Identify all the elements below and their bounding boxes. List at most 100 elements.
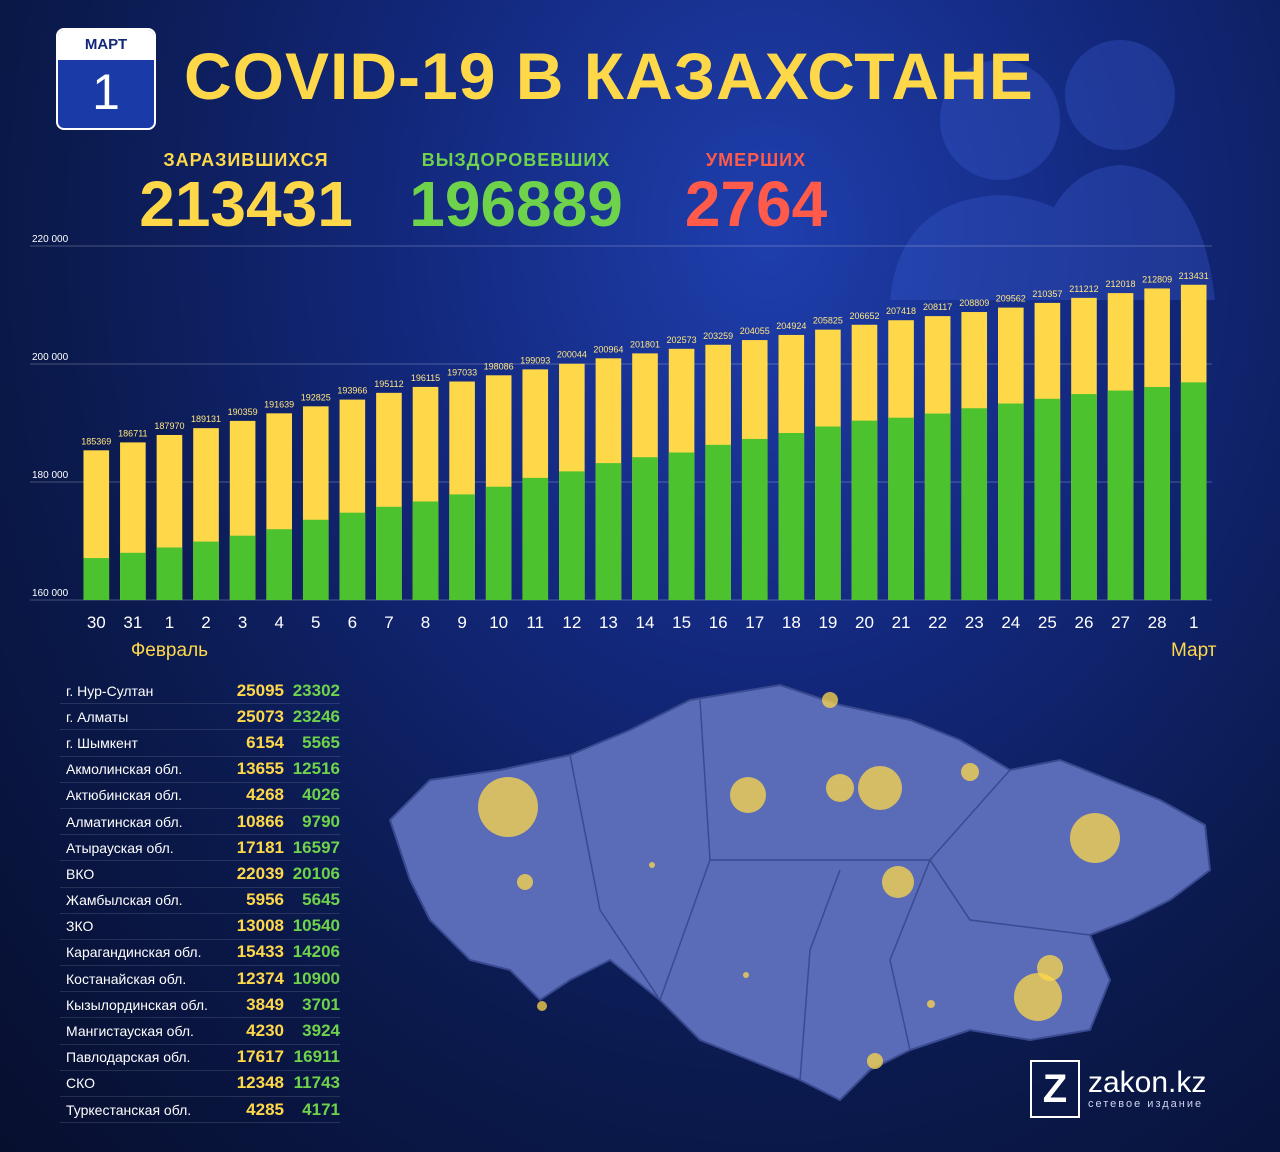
data-label: 212809 <box>1142 274 1172 284</box>
x-tick-label: 1 <box>165 613 174 632</box>
recovered-bar <box>449 494 475 600</box>
logo-mark: Z <box>1030 1060 1080 1118</box>
list-item: г. Шымкент 6154 5565 <box>60 730 340 757</box>
x-tick-label: 13 <box>599 613 618 632</box>
x-tick-label: 23 <box>965 613 984 632</box>
recovered-bar <box>266 529 292 600</box>
recovered-bar <box>705 444 731 600</box>
x-tick-label: 15 <box>672 613 691 632</box>
recovered-bar <box>632 457 658 600</box>
map-bubble <box>743 972 749 978</box>
recovered-bar <box>595 463 622 600</box>
recovered-bar <box>1107 390 1134 600</box>
recovered-bar <box>851 420 878 600</box>
region-infected: 17617 <box>236 1047 284 1067</box>
region-name: Актюбинская обл. <box>66 787 183 804</box>
region-infected: 6154 <box>246 732 284 752</box>
region-recovered: 12516 <box>292 759 340 779</box>
zakon-logo: Z zakon.kz сетевое издание <box>1030 1060 1206 1118</box>
region-name: Карагандинская обл. <box>66 944 202 961</box>
infected-label: ЗАРАЗИВШИХСЯ <box>163 150 329 170</box>
region-name: ЗКО <box>66 918 94 935</box>
region-recovered: 11743 <box>293 1073 340 1093</box>
data-label: 208809 <box>959 298 989 308</box>
recovered-bar <box>998 403 1024 600</box>
x-tick-label: 1 <box>1189 613 1198 632</box>
month-label-march: Март <box>1171 640 1217 661</box>
x-tick-label: 25 <box>1038 613 1057 632</box>
x-tick-label: 3 <box>238 613 247 632</box>
map-country-shape <box>388 683 1212 1102</box>
deaths-label: УМЕРШИХ <box>705 150 807 170</box>
map-region-borders <box>569 699 1091 1081</box>
x-tick-label: 28 <box>1148 613 1167 632</box>
x-tick-label: 7 <box>384 613 393 632</box>
list-item: г. Нур-Султан 25095 23302 <box>60 678 340 705</box>
calendar-badge: МАРТ 1 <box>56 28 156 130</box>
recovered-bar <box>741 438 768 600</box>
region-infected: 12348 <box>236 1073 284 1093</box>
infected-value: 213431 <box>139 168 353 240</box>
list-item: Костанайская обл. 12374 10900 <box>60 966 340 993</box>
region-name: г. Шымкент <box>66 734 138 751</box>
region-name: ВКО <box>66 865 95 882</box>
x-tick-label: 19 <box>818 613 837 632</box>
recovered-bar <box>120 552 146 600</box>
y-tick-label: 180 000 <box>32 470 69 481</box>
region-recovered: 16597 <box>292 837 340 857</box>
region-infected: 22039 <box>236 863 284 883</box>
region-infected: 4285 <box>246 1099 284 1119</box>
region-name: г. Нур-Султан <box>66 682 154 699</box>
recovered-bar <box>1144 387 1170 600</box>
x-tick-label: 2 <box>201 613 210 632</box>
x-tick-label: 5 <box>311 613 320 632</box>
data-label: 204924 <box>776 321 806 331</box>
region-recovered: 5565 <box>302 732 340 752</box>
region-name: Акмолинская обл. <box>66 761 183 778</box>
recovered-bar <box>778 433 805 600</box>
list-item: Жамбылская обл. 5956 5645 <box>60 888 340 914</box>
region-infected: 25073 <box>236 706 284 726</box>
x-tick-label: 6 <box>348 613 357 632</box>
data-label: 185369 <box>81 436 111 446</box>
calendar-month: МАРТ <box>58 30 154 60</box>
region-recovered: 3701 <box>302 994 340 1014</box>
x-tick-label: 16 <box>709 613 728 632</box>
list-item: Павлодарская обл. 17617 16911 <box>60 1045 340 1071</box>
month-label-february: Февраль <box>131 640 208 661</box>
x-tick-label: 10 <box>489 613 508 632</box>
recovered-value: 196889 <box>409 168 623 240</box>
data-label: 211212 <box>1069 284 1098 294</box>
kazakhstan-map <box>388 683 1212 1102</box>
data-label: 213431 <box>1179 271 1209 281</box>
data-label: 205825 <box>813 316 843 326</box>
region-recovered: 10540 <box>292 916 340 936</box>
recovered-bar <box>961 408 988 600</box>
list-item: Карагандинская обл. 15433 14206 <box>60 940 340 967</box>
region-name: Туркестанская обл. <box>66 1101 192 1118</box>
region-infected: 5956 <box>246 890 284 910</box>
data-label: 204055 <box>740 326 770 336</box>
data-label: 207418 <box>886 306 916 316</box>
region-recovered: 23302 <box>292 680 340 700</box>
list-item: СКО 12348 11743 <box>60 1071 340 1097</box>
region-infected: 15433 <box>236 942 284 962</box>
recovered-bar <box>485 486 512 600</box>
region-name: Мангистауская обл. <box>66 1023 194 1040</box>
region-infected: 25095 <box>236 680 284 700</box>
x-tick-label: 24 <box>1001 613 1020 632</box>
list-item: Алматинская обл. 10866 9790 <box>60 809 340 836</box>
y-tick-label: 220 000 <box>32 234 69 245</box>
region-name: г. Алматы <box>66 708 129 725</box>
region-infected: 4230 <box>246 1021 284 1041</box>
region-infected: 4268 <box>246 785 284 805</box>
infected-stat: ЗАРАЗИВШИХСЯ 213431 <box>128 150 364 237</box>
map-bubble <box>882 866 914 898</box>
x-tick-label: 30 <box>87 613 106 632</box>
region-name: Жамбылская обл. <box>66 892 183 909</box>
data-label: 212018 <box>1106 279 1136 289</box>
region-name: Алматинская обл. <box>66 813 183 830</box>
region-recovered: 16911 <box>293 1047 340 1067</box>
recovered-bar <box>193 541 219 600</box>
page-title: COVID-19 В КАЗАХСТАНЕ <box>184 39 1034 113</box>
